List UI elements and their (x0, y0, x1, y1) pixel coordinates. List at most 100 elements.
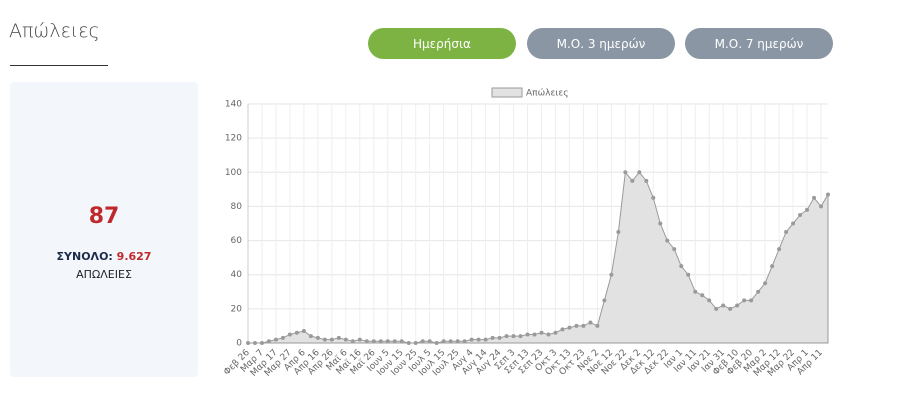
point (700, 293, 705, 298)
point (511, 334, 516, 339)
point (420, 339, 425, 344)
y-tick-label: 60 (231, 236, 243, 246)
point (616, 230, 621, 235)
point (357, 337, 362, 342)
total: ΣΥΝΟΛΟ: 9.627 (10, 250, 198, 263)
point (735, 303, 740, 308)
point (259, 341, 264, 345)
point (434, 341, 439, 345)
point (490, 335, 495, 340)
point (637, 170, 642, 175)
point (623, 170, 628, 175)
point (246, 341, 250, 345)
point (791, 221, 796, 226)
y-tick-label: 140 (225, 100, 242, 110)
point (364, 339, 369, 344)
legend-label: Απώλειες (526, 88, 569, 99)
point (539, 330, 544, 335)
point (595, 323, 600, 328)
point (630, 178, 635, 183)
avg7-button[interactable]: Μ.Ο. 7 ημερών (685, 28, 833, 59)
point (462, 339, 467, 344)
total-label: ΣΥΝΟΛΟ: (56, 250, 113, 263)
point (469, 337, 474, 342)
y-tick-label: 20 (231, 304, 243, 314)
legend-swatch (491, 87, 523, 98)
daily-button[interactable]: Ημερήσια (368, 28, 516, 59)
point (574, 323, 579, 328)
point (651, 195, 656, 200)
today-value: 87 (88, 204, 120, 229)
point (581, 323, 586, 328)
point (805, 207, 810, 212)
point (476, 337, 481, 342)
point (560, 327, 565, 332)
y-tick-label: 40 (231, 270, 243, 280)
point (798, 212, 803, 217)
point (721, 303, 726, 308)
total-value: 9.627 (116, 250, 152, 263)
area (248, 171, 829, 344)
point (273, 337, 278, 342)
avg3-button[interactable]: Μ.Ο. 3 ημερών (527, 28, 675, 59)
point (546, 332, 551, 337)
point (385, 339, 390, 344)
point (763, 281, 768, 286)
point (812, 195, 817, 200)
point (280, 335, 285, 340)
point (679, 264, 684, 269)
point (658, 221, 663, 226)
point (553, 330, 558, 335)
point (749, 298, 754, 303)
point (532, 332, 537, 337)
point (602, 298, 607, 303)
summary-panel: 87 ΣΥΝΟΛΟ: 9.627 ΑΠΩΛΕΙΕΣ (10, 82, 198, 377)
point (770, 264, 775, 269)
point (504, 334, 509, 339)
point (742, 298, 747, 303)
caption: ΑΠΩΛΕΙΕΣ (76, 268, 132, 281)
y-tick-label: 0 (236, 339, 242, 349)
point (756, 289, 761, 294)
point (644, 178, 649, 183)
point (308, 334, 313, 339)
point (714, 306, 719, 311)
point (322, 337, 327, 342)
section-title: Απώλειες (9, 20, 100, 42)
point (609, 272, 614, 277)
point (329, 337, 334, 342)
point (448, 339, 453, 344)
point (567, 325, 572, 330)
point (693, 289, 698, 294)
point (336, 335, 341, 340)
point (427, 339, 432, 344)
point (665, 238, 670, 243)
point (315, 335, 320, 340)
point (525, 332, 530, 337)
point (497, 335, 502, 340)
point (455, 339, 460, 344)
point (252, 341, 257, 345)
point (707, 298, 712, 303)
point (294, 330, 299, 335)
point (350, 339, 355, 344)
point (777, 247, 782, 252)
point (672, 247, 677, 252)
point (826, 192, 830, 197)
point (399, 339, 404, 344)
title-underline (10, 65, 108, 66)
point (413, 341, 418, 345)
point (371, 339, 376, 344)
point (392, 339, 397, 344)
point (819, 204, 824, 209)
point (483, 337, 488, 342)
point (406, 341, 411, 345)
point (378, 339, 383, 344)
point (686, 272, 691, 277)
point (784, 230, 789, 235)
point (518, 334, 523, 339)
point (301, 329, 306, 334)
point (441, 339, 446, 344)
point (728, 306, 733, 311)
